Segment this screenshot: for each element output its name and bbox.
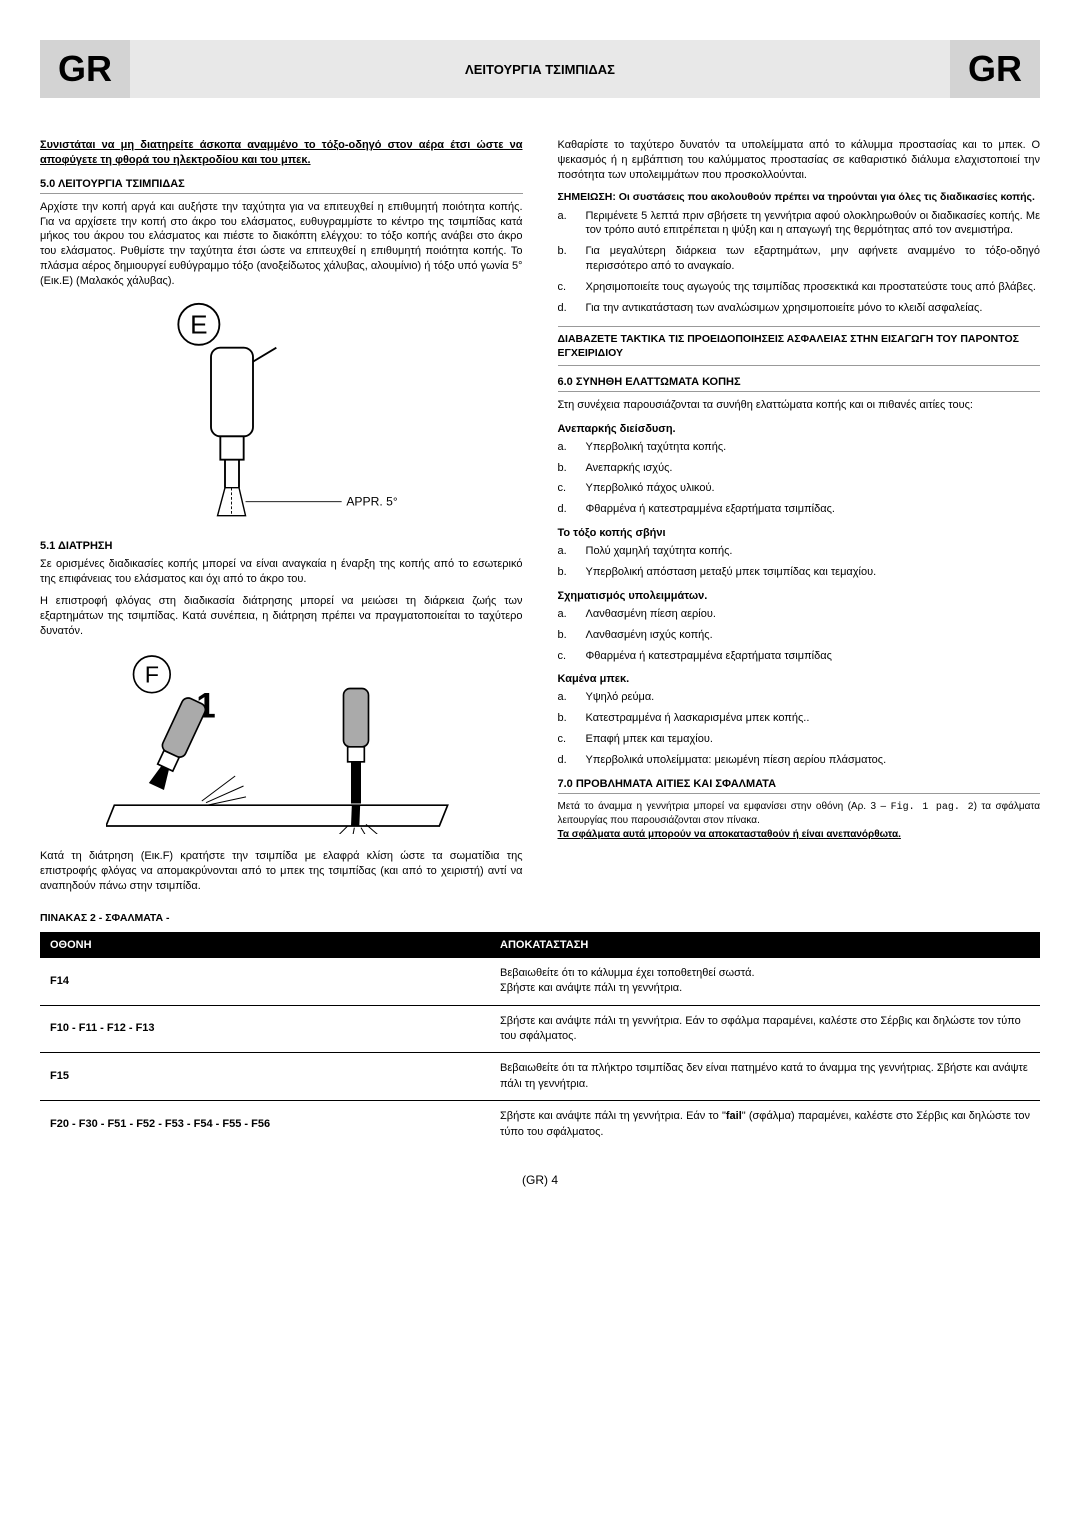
error-fix: Βεβαιωθείτε ότι το κάλυμμα έχει τοποθετη…: [490, 958, 1040, 1005]
section-5-body: Αρχίστε την κοπή αργά και αυξήστε την τα…: [40, 200, 523, 289]
right-column: Καθαρίστε το ταχύτερο δυνατόν τα υπολείμ…: [558, 138, 1041, 932]
defect-group-3-title: Σχηματισμός υπολειμμάτων.: [558, 590, 1041, 602]
g3-a: Λανθασμένη πίεση αερίου.: [586, 607, 716, 622]
section-5-title: 5.0 ΛΕΙΤΟΥΡΓΙΑ ΤΣΙΜΠΙΔΑΣ: [40, 178, 523, 194]
g3-b: Λανθασμένη ισχύς κοπής.: [586, 628, 713, 643]
error-fix: Σβήστε και ανάψτε πάλι τη γεννήτρια. Εάν…: [490, 1005, 1040, 1053]
cleaning-text: Καθαρίστε το ταχύτερο δυνατόν τα υπολείμ…: [558, 138, 1041, 183]
safety-notice: ΔΙΑΒΑΖΕΤΕ ΤΑΚΤΙΚΑ ΤΙΣ ΠΡΟΕΙΔΟΠΟΙΗΣΕΙΣ ΑΣ…: [558, 326, 1041, 366]
error-fix: Σβήστε και ανάψτε πάλι τη γεννήτρια. Εάν…: [490, 1101, 1040, 1148]
recommendation-list: a.Περιμένετε 5 λεπτά πριν σβήσετε τη γεν…: [558, 209, 1041, 316]
figure-f-caption: Κατά τη διάτρηση (Εικ.F) κρατήστε την τσ…: [40, 849, 523, 894]
rec-c: Χρησιμοποιείτε τους αγωγούς της τσιμπίδα…: [586, 280, 1037, 295]
table-row: F14 Βεβαιωθείτε ότι το κάλυμμα έχει τοπο…: [40, 958, 1040, 1005]
table-row: F20 - F30 - F51 - F52 - F53 - F54 - F55 …: [40, 1101, 1040, 1148]
g4-a: Υψηλό ρεύμα.: [586, 690, 655, 705]
table-2-title: ΠΙΝΑΚΑΣ 2 - ΣΦΑΛΜΑΤΑ -: [40, 912, 523, 924]
defect-group-4-title: Καμένα μπεκ.: [558, 673, 1041, 685]
section-5-1-title: 5.1 ΔΙΑΤΡΗΣΗ: [40, 540, 523, 552]
country-code-left: GR: [40, 40, 130, 98]
table-row: F15 Βεβαιωθείτε ότι τα πλήκτρο τσιμπίδας…: [40, 1053, 1040, 1101]
defect-group-1-title: Ανεπαρκής διείσδυση.: [558, 423, 1041, 435]
section-7-body: Μετά το άναμμα η γεννήτρια μπορεί να εμφ…: [558, 800, 1041, 842]
g2-b: Υπερβολική απόσταση μεταξύ μπεκ τσιμπίδα…: [586, 565, 877, 580]
section-5-1-p2: Η επιστροφή φλόγας στη διαδικασία διάτρη…: [40, 594, 523, 639]
g3-c: Φθαρμένα ή κατεστραμμένα εξαρτήματα τσιμ…: [586, 649, 832, 664]
rec-b: Για μεγαλύτερη διάρκεια των εξαρτημάτων,…: [586, 244, 1041, 274]
left-column: Συνιστάται να μη διατηρείτε άσκοπα αναμμ…: [40, 138, 523, 932]
error-table: ΟΘΟΝΗ ΑΠΟΚΑΤΑΣΤΑΣΗ F14 Βεβαιωθείτε ότι τ…: [40, 932, 1040, 1148]
g4-c: Επαφή μπεκ και τεμαχίου.: [586, 732, 713, 747]
rec-d: Για την αντικατάσταση των αναλώσιμων χρη…: [586, 301, 983, 316]
g2-a: Πολύ χαμηλή ταχύτητα κοπής.: [586, 544, 733, 559]
error-code: F14: [40, 958, 490, 1005]
figure-e: E APPR. 5°: [40, 301, 523, 528]
section-6-title: 6.0 ΣΥΝΗΘΗ ΕΛΑΤΤΩΜΑΤΑ ΚΟΠΗΣ: [558, 376, 1041, 392]
section-6-intro: Στη συνέχεια παρουσιάζονται τα συνήθη ελ…: [558, 398, 1041, 413]
figure-f-letter: F: [145, 662, 159, 688]
header-title: ΛΕΙΤΟΥΡΓΙΑ ΤΣΙΜΠΙΔΑΣ: [130, 40, 950, 98]
country-code-right: GR: [950, 40, 1040, 98]
rec-a: Περιμένετε 5 λεπτά πριν σβήσετε τη γεννή…: [586, 209, 1041, 239]
g4-b: Κατεστραμμένα ή λασκαρισμένα μπεκ κοπής.…: [586, 711, 810, 726]
error-code: F20 - F30 - F51 - F52 - F53 - F54 - F55 …: [40, 1101, 490, 1148]
table-header-screen: ΟΘΟΝΗ: [40, 932, 490, 958]
figure-e-label: APPR. 5°: [347, 494, 398, 508]
table-header-fix: ΑΠΟΚΑΤΑΣΤΑΣΗ: [490, 932, 1040, 958]
note-label: ΣΗΜΕΙΩΣΗ: Οι συστάσεις που ακολουθούν πρ…: [558, 191, 1041, 203]
g1-d: Φθαρμένα ή κατεστραμμένα εξαρτήματα τσιμ…: [586, 502, 835, 517]
page-header: GR ΛΕΙΤΟΥΡΓΙΑ ΤΣΙΜΠΙΔΑΣ GR: [40, 40, 1040, 98]
intro-warning: Συνιστάται να μη διατηρείτε άσκοπα αναμμ…: [40, 138, 523, 168]
table-row: F10 - F11 - F12 - F13 Σβήστε και ανάψτε …: [40, 1005, 1040, 1053]
g1-c: Υπερβολικό πάχος υλικού.: [586, 481, 715, 496]
g4-d: Υπερβολικά υπολείμματα: μειωμένη πίεση α…: [586, 753, 887, 768]
figure-e-letter: E: [190, 309, 207, 339]
page-footer: (GR) 4: [40, 1173, 1040, 1187]
error-code: F15: [40, 1053, 490, 1101]
section-7-title: 7.0 ΠΡΟΒΛΗΜΑΤΑ ΑΙΤΙΕΣ ΚΑΙ ΣΦΑΛΜΑΤΑ: [558, 778, 1041, 794]
error-code: F10 - F11 - F12 - F13: [40, 1005, 490, 1053]
figure-f: F 1 2: [40, 651, 523, 837]
g1-b: Ανεπαρκής ισχύς.: [586, 461, 673, 476]
error-fix: Βεβαιωθείτε ότι τα πλήκτρο τσιμπίδας δεν…: [490, 1053, 1040, 1101]
defect-group-2-title: Το τόξο κοπής σβήνι: [558, 527, 1041, 539]
g1-a: Υπερβολική ταχύτητα κοπής.: [586, 440, 727, 455]
section-5-1-p1: Σε ορισμένες διαδικασίες κοπής μπορεί να…: [40, 557, 523, 587]
